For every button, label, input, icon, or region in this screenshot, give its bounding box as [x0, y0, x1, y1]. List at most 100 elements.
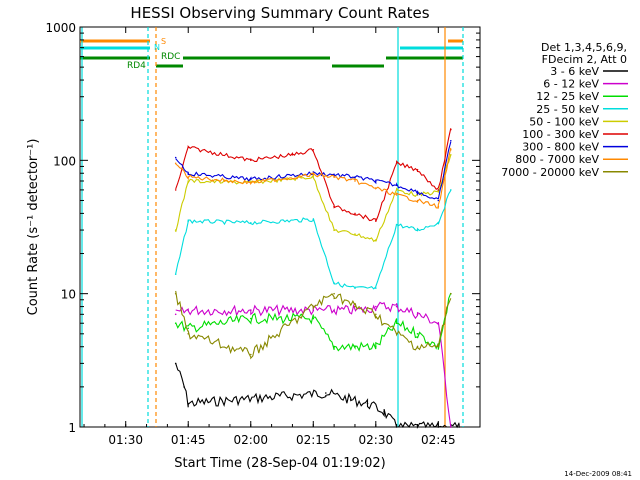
series-point-7-4 [333, 176, 335, 178]
series-point-3-6 [375, 287, 377, 289]
series-point-5-11 [450, 128, 452, 131]
series-point-4-4 [333, 229, 335, 231]
series-point-0-5 [366, 402, 369, 405]
series-point-0-4 [350, 399, 352, 401]
series-point-5-9 [416, 168, 419, 171]
series-point-3-7 [395, 223, 398, 226]
flag-label-rdc: RDC [161, 52, 180, 62]
series-point-2-4 [333, 345, 335, 348]
series-point-3-4 [333, 282, 335, 284]
flag-label-n: N [154, 43, 160, 52]
series-point-8-7 [395, 333, 398, 335]
series-point-8-4 [333, 292, 335, 295]
x-tick-label-1: 01:45 [171, 433, 206, 447]
y-tick-label-3: 1000 [45, 21, 76, 35]
series-point-6-8 [416, 191, 419, 193]
series-line-8 [175, 290, 452, 360]
series-point-1-9 [437, 322, 440, 325]
legend: Det 1,3,4,5,6,9, FDecim 2, Att 0 3 - 6 k… [501, 41, 628, 179]
series-point-6-2 [250, 178, 252, 181]
series-point-1-4 [333, 309, 335, 312]
legend-label-0: 3 - 6 keV [550, 65, 599, 78]
series-point-8-10 [450, 292, 452, 295]
series-point-6-7 [395, 184, 398, 187]
series-point-7-10 [450, 149, 452, 151]
series-point-3-2 [250, 222, 252, 224]
series-point-2-1 [187, 327, 189, 330]
series-line-2 [175, 292, 452, 352]
series-point-4-9 [437, 191, 440, 193]
series-point-2-8 [416, 333, 419, 335]
y-axis-label: Count Rate (s⁻¹ detector⁻¹) [26, 139, 41, 316]
series-point-8-9 [437, 345, 440, 348]
series-point-8-5 [354, 305, 356, 308]
series-point-2-5 [354, 345, 356, 348]
series-point-2-3 [312, 317, 315, 320]
series-point-8-2 [250, 353, 252, 356]
series-line-6 [175, 141, 452, 200]
series-point-5-7 [375, 220, 377, 222]
series-point-6-0 [174, 156, 177, 159]
legend-header-line-2: FDecim 2, Att 0 [542, 53, 627, 66]
x-tick-label-4: 02:30 [359, 433, 394, 447]
series-point-4-3 [312, 176, 315, 178]
series-point-5-8 [395, 162, 398, 165]
series-point-3-0 [174, 273, 177, 276]
series-point-5-4 [312, 149, 315, 151]
legend-label-3: 25 - 50 keV [536, 103, 599, 116]
legend-label-8: 7000 - 20000 keV [501, 166, 599, 179]
series-point-6-4 [333, 173, 335, 176]
series-point-5-0 [174, 189, 177, 191]
legend-label-4: 50 - 100 keV [529, 115, 599, 128]
series-point-5-1 [187, 146, 189, 149]
plot-area [79, 26, 481, 428]
legend-header-line-1: Det 1,3,4,5,6,9, [541, 41, 627, 54]
flag-label-rd4: RD4 [127, 61, 146, 71]
series-point-7-1 [187, 176, 189, 178]
series-line-3 [175, 190, 452, 290]
series-point-4-10 [450, 154, 452, 156]
series-point-7-0 [174, 162, 177, 165]
vertical-markers [81, 27, 464, 427]
series-point-4-6 [375, 239, 377, 242]
series-point-3-5 [354, 287, 356, 289]
series-point-7-5 [354, 180, 356, 182]
legend-label-1: 6 - 12 keV [543, 78, 599, 91]
series-point-6-5 [354, 176, 356, 178]
series-point-5-10 [437, 189, 440, 191]
series-line-5 [175, 128, 452, 222]
legend-label-2: 12 - 25 keV [536, 90, 599, 103]
series-point-1-0 [174, 313, 177, 316]
series-point-0-3 [325, 392, 327, 394]
y-tick-label-0: 1 [68, 421, 76, 435]
series-point-4-5 [354, 233, 356, 235]
series-point-1-7 [395, 305, 398, 308]
x-tick-label-2: 02:00 [233, 433, 268, 447]
series-point-0-2 [187, 402, 189, 405]
series-point-8-3 [312, 305, 315, 308]
series-point-5-3 [291, 154, 294, 156]
x-tick-label-0: 01:30 [108, 433, 143, 447]
series-point-1-1 [187, 309, 189, 312]
flag-label-s: S [161, 37, 166, 46]
series-point-5-5 [333, 205, 335, 208]
series-point-7-3 [312, 173, 315, 176]
series-point-4-1 [187, 180, 189, 182]
series-point-6-10 [450, 140, 452, 142]
y-tick-label-1: 10 [61, 288, 76, 302]
series-line-4 [175, 154, 452, 243]
series-line-0 [175, 363, 460, 430]
axis-ticks: 01:30 01:45 02:00 02:15 02:30 02:45 1 10 100 1000 [45, 21, 481, 447]
series-point-8-6 [375, 313, 377, 316]
series-point-3-9 [437, 222, 440, 224]
series-point-6-9 [437, 199, 440, 202]
instrument-flags [80, 39, 463, 68]
series-point-4-0 [174, 229, 177, 231]
series-point-8-1 [187, 333, 189, 335]
series-point-2-2 [250, 317, 252, 320]
series-point-0-1 [183, 386, 185, 388]
series-line-1 [175, 301, 452, 428]
x-tick-label-3: 02:15 [296, 433, 331, 447]
series-point-7-8 [416, 199, 419, 202]
